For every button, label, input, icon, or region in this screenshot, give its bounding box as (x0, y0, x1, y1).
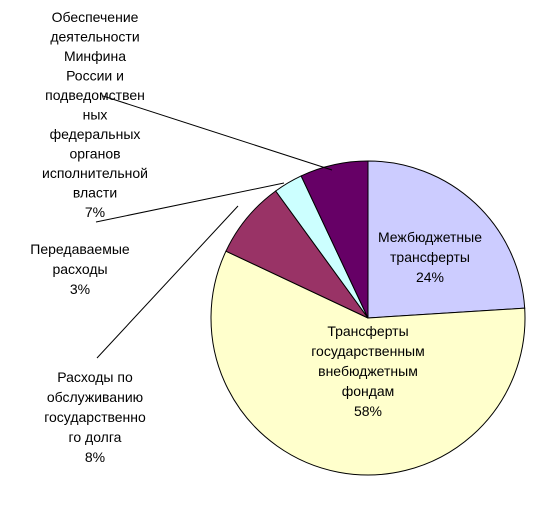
slice-label-line: обслуживанию (47, 389, 143, 405)
slice-percent: 58% (354, 403, 382, 419)
slice-label-line: фондам (342, 383, 395, 399)
slice-label-line: Трансферты (327, 323, 408, 339)
slice-label-line: государственно (44, 409, 146, 425)
slice-label-line: исполнительной (42, 165, 148, 181)
slice-label-line: России и (66, 68, 124, 84)
slice-label-line: Минфина (64, 48, 126, 64)
pie-slice-2 (210, 250, 526, 476)
slice-label-line: Расходы по (57, 369, 133, 385)
slice-label-line: Межбюджетные (378, 229, 482, 245)
slice-percent: 8% (85, 449, 105, 465)
slice-label-line: органов (69, 146, 120, 162)
slice-percent: 7% (85, 204, 105, 220)
slice-percent: 24% (416, 269, 444, 285)
pie-slice-5 (300, 160, 369, 319)
slice-label-4: Передаваемые расходы 3% (30, 241, 130, 297)
pie-slices (210, 160, 526, 476)
slice-label-line: ных (83, 107, 108, 123)
slice-label-line: подведомствен (45, 87, 145, 103)
pie-slice-1 (367, 160, 526, 319)
slice-label-line: деятельности (50, 29, 139, 45)
slice-label-1: Межбюджетные трансферты 24% (378, 229, 482, 285)
slice-label-line: власти (73, 185, 117, 201)
slice-label-line: го долга (69, 429, 122, 445)
slice-label-line: трансферты (390, 249, 470, 265)
slice-label-line: расходы (52, 261, 107, 277)
slice-label-line: внебюджетным (318, 363, 418, 379)
slice-label-line: Обеспечение (52, 9, 139, 25)
leader-line-5 (102, 95, 333, 171)
slice-label-2: Трансферты государственным внебюджетным фон… (311, 323, 425, 419)
slice-labels: Межбюджетные трансферты 24% Трансферты госуд… (30, 9, 482, 465)
slice-percent: 3% (70, 281, 90, 297)
slice-label-5: Обеспечение деятельности Минфина России и по… (42, 9, 148, 220)
leader-lines (95, 95, 333, 359)
slice-label-line: государственным (311, 343, 425, 359)
leader-line-3 (96, 205, 239, 359)
slice-label-line: Передаваемые (30, 241, 130, 257)
slice-label-3: Расходы по обслуживанию государственно го д… (44, 369, 146, 465)
slice-label-line: федеральных (50, 126, 141, 142)
leader-line-4 (95, 182, 285, 223)
